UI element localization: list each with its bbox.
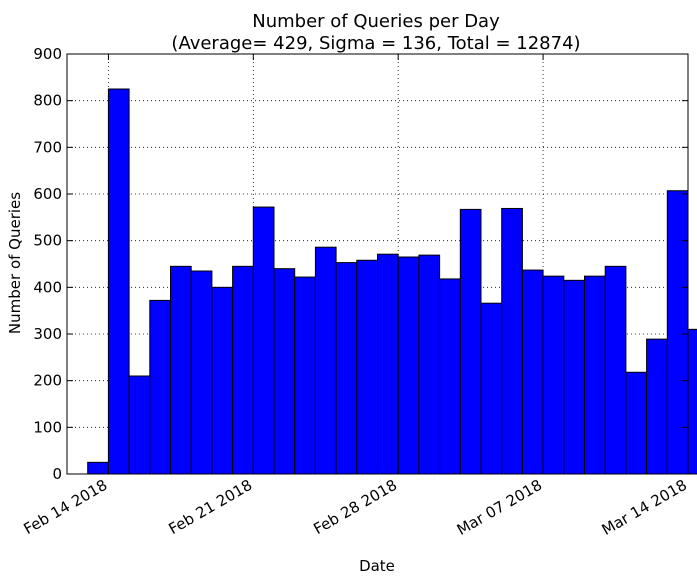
x-tick-label: Mar 07 2018 (454, 476, 545, 539)
bar (397, 256, 420, 475)
y-tick-label: 400 (33, 278, 62, 296)
bar (335, 262, 358, 475)
bar (294, 276, 316, 475)
bar (149, 299, 172, 475)
chart-title: Number of Queries per Day (252, 11, 500, 32)
bar (128, 375, 151, 475)
y-tick-label: 700 (33, 138, 62, 156)
bar (314, 246, 337, 475)
bar (418, 254, 441, 475)
x-tick-label: Feb 14 2018 (21, 476, 111, 538)
y-axis-label: Number of Queries (6, 192, 24, 334)
bar (501, 207, 523, 475)
bar (107, 88, 130, 475)
bar (563, 279, 585, 475)
y-tick-label: 100 (33, 418, 62, 436)
plot-frame (66, 53, 689, 475)
bars (87, 88, 697, 475)
y-tick-label: 0 (52, 465, 62, 483)
bar (646, 338, 668, 475)
bar (252, 206, 275, 475)
x-tick-label: Feb 28 2018 (310, 476, 400, 538)
bar (542, 275, 565, 475)
chart-subtitle: (Average= 429, Sigma = 136, Total = 1287… (171, 33, 580, 54)
x-axis-label: Date (359, 557, 395, 575)
bar (356, 259, 378, 475)
x-tick-label: Feb 21 2018 (165, 476, 255, 538)
bar (273, 268, 296, 475)
bar (687, 328, 697, 475)
bar (87, 461, 109, 475)
bar (584, 275, 606, 475)
y-tick-label: 900 (33, 45, 62, 63)
y-tick-label: 300 (33, 325, 62, 343)
bar (439, 278, 461, 475)
bar (625, 371, 648, 475)
bar (211, 286, 234, 475)
bar (480, 302, 503, 475)
bar (190, 270, 213, 475)
bar (377, 253, 399, 475)
bar (232, 265, 254, 475)
bar (666, 190, 689, 475)
x-tick-label: Mar 14 2018 (599, 476, 690, 539)
y-axis-ticks: 0 100 200 300 400 500 600 700 800 900 (33, 45, 688, 483)
bar (459, 208, 482, 475)
y-tick-label: 800 (33, 92, 62, 110)
y-tick-label: 200 (33, 372, 62, 390)
y-tick-label: 600 (33, 185, 62, 203)
bar (521, 269, 544, 475)
y-tick-label: 500 (33, 232, 62, 250)
bar (604, 265, 627, 475)
bar (170, 265, 192, 475)
